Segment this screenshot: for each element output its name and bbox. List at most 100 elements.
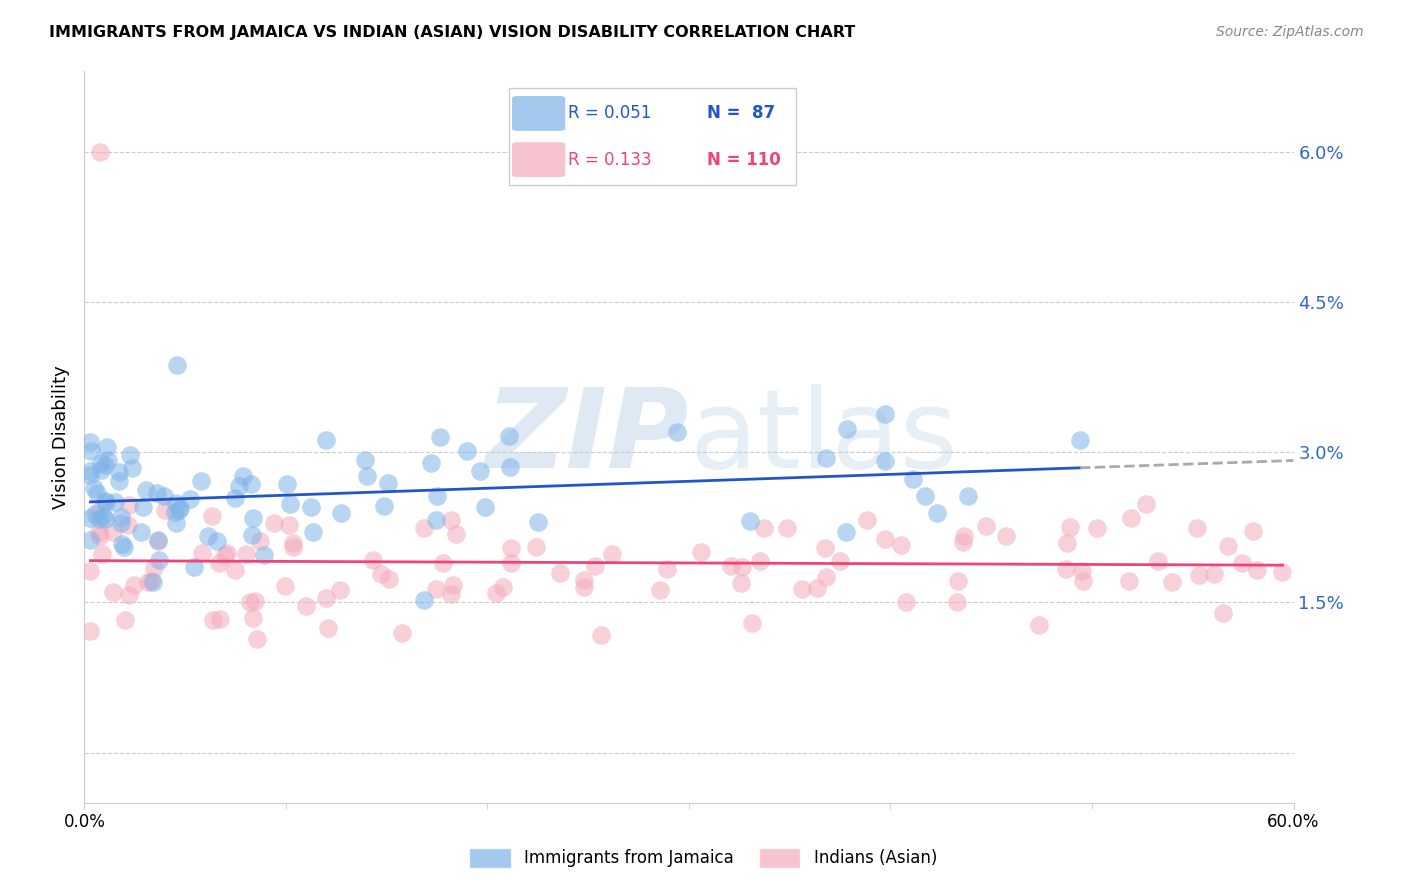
Point: [79, 464, 101, 478]
Point: [136, 574, 159, 589]
Text: atlas: atlas: [689, 384, 957, 491]
Point: [146, 486, 169, 500]
Point: [456, 443, 478, 458]
Point: [103, 495, 125, 509]
Point: [228, 479, 250, 493]
Point: [894, 595, 917, 609]
Point: [232, 469, 254, 483]
Point: [420, 456, 443, 470]
Point: [96, 495, 118, 509]
FancyBboxPatch shape: [509, 87, 796, 186]
Point: [775, 520, 797, 534]
Point: [1056, 535, 1078, 549]
Point: [740, 514, 762, 528]
Point: [499, 459, 522, 474]
Point: [201, 509, 224, 524]
FancyBboxPatch shape: [512, 96, 565, 131]
Point: [1202, 566, 1225, 581]
Point: [118, 589, 141, 603]
Point: [299, 500, 322, 514]
Point: [1216, 540, 1239, 554]
Legend: Immigrants from Jamaica, Indians (Asian): Immigrants from Jamaica, Indians (Asian): [463, 841, 943, 875]
Point: [828, 554, 851, 568]
Point: [281, 536, 304, 550]
Point: [354, 453, 377, 467]
Point: [315, 433, 337, 447]
Point: [432, 556, 454, 570]
Point: [91, 509, 114, 524]
Point: [86, 486, 108, 500]
Point: [492, 580, 515, 594]
Point: [122, 578, 145, 592]
Point: [591, 628, 613, 642]
Point: [120, 448, 142, 462]
Point: [956, 489, 979, 503]
Point: [239, 477, 262, 491]
Point: [720, 558, 742, 573]
Point: [813, 541, 835, 556]
Point: [752, 521, 775, 535]
Point: [240, 527, 263, 541]
Point: [276, 476, 298, 491]
Point: [263, 516, 285, 531]
Point: [875, 407, 897, 421]
Point: [425, 513, 447, 527]
Point: [485, 585, 508, 599]
Point: [90, 547, 112, 561]
Point: [666, 425, 689, 439]
Point: [1119, 511, 1142, 525]
Point: [79, 468, 101, 483]
Point: [741, 615, 763, 630]
Point: [79, 624, 101, 638]
Point: [79, 533, 101, 547]
Point: [281, 540, 304, 554]
Point: [148, 534, 170, 549]
Point: [110, 516, 132, 530]
Point: [253, 548, 276, 562]
Point: [96, 440, 118, 454]
Point: [93, 458, 115, 473]
Point: [205, 533, 228, 548]
Point: [873, 454, 896, 468]
Point: [242, 611, 264, 625]
Point: [142, 560, 165, 574]
Text: Source: ZipAtlas.com: Source: ZipAtlas.com: [1216, 25, 1364, 39]
Point: [1071, 564, 1094, 578]
Point: [197, 529, 219, 543]
Point: [426, 489, 449, 503]
Point: [246, 632, 269, 646]
Point: [224, 563, 246, 577]
Point: [190, 474, 212, 488]
Point: [1028, 617, 1050, 632]
Point: [501, 556, 523, 570]
Point: [208, 612, 231, 626]
Point: [792, 582, 814, 597]
Point: [179, 492, 201, 507]
Point: [468, 464, 491, 478]
Point: [101, 525, 124, 540]
Point: [901, 471, 924, 485]
Point: [89, 512, 111, 526]
Point: [655, 562, 678, 576]
Point: [945, 595, 967, 609]
Point: [318, 621, 340, 635]
Point: [108, 465, 131, 479]
Text: N =  87: N = 87: [707, 104, 775, 122]
Point: [131, 525, 153, 540]
Text: R = 0.051: R = 0.051: [568, 104, 651, 122]
Point: [1118, 574, 1140, 588]
Point: [574, 580, 596, 594]
Point: [1085, 520, 1108, 534]
Point: [90, 456, 112, 470]
Point: [83, 507, 105, 521]
Point: [243, 594, 266, 608]
Point: [110, 510, 132, 524]
Point: [925, 506, 948, 520]
Point: [90, 463, 112, 477]
Point: [1232, 556, 1254, 570]
Point: [835, 525, 858, 540]
Point: [1241, 524, 1264, 538]
Point: [89, 145, 111, 159]
Point: [1146, 554, 1168, 568]
Point: [731, 560, 754, 574]
